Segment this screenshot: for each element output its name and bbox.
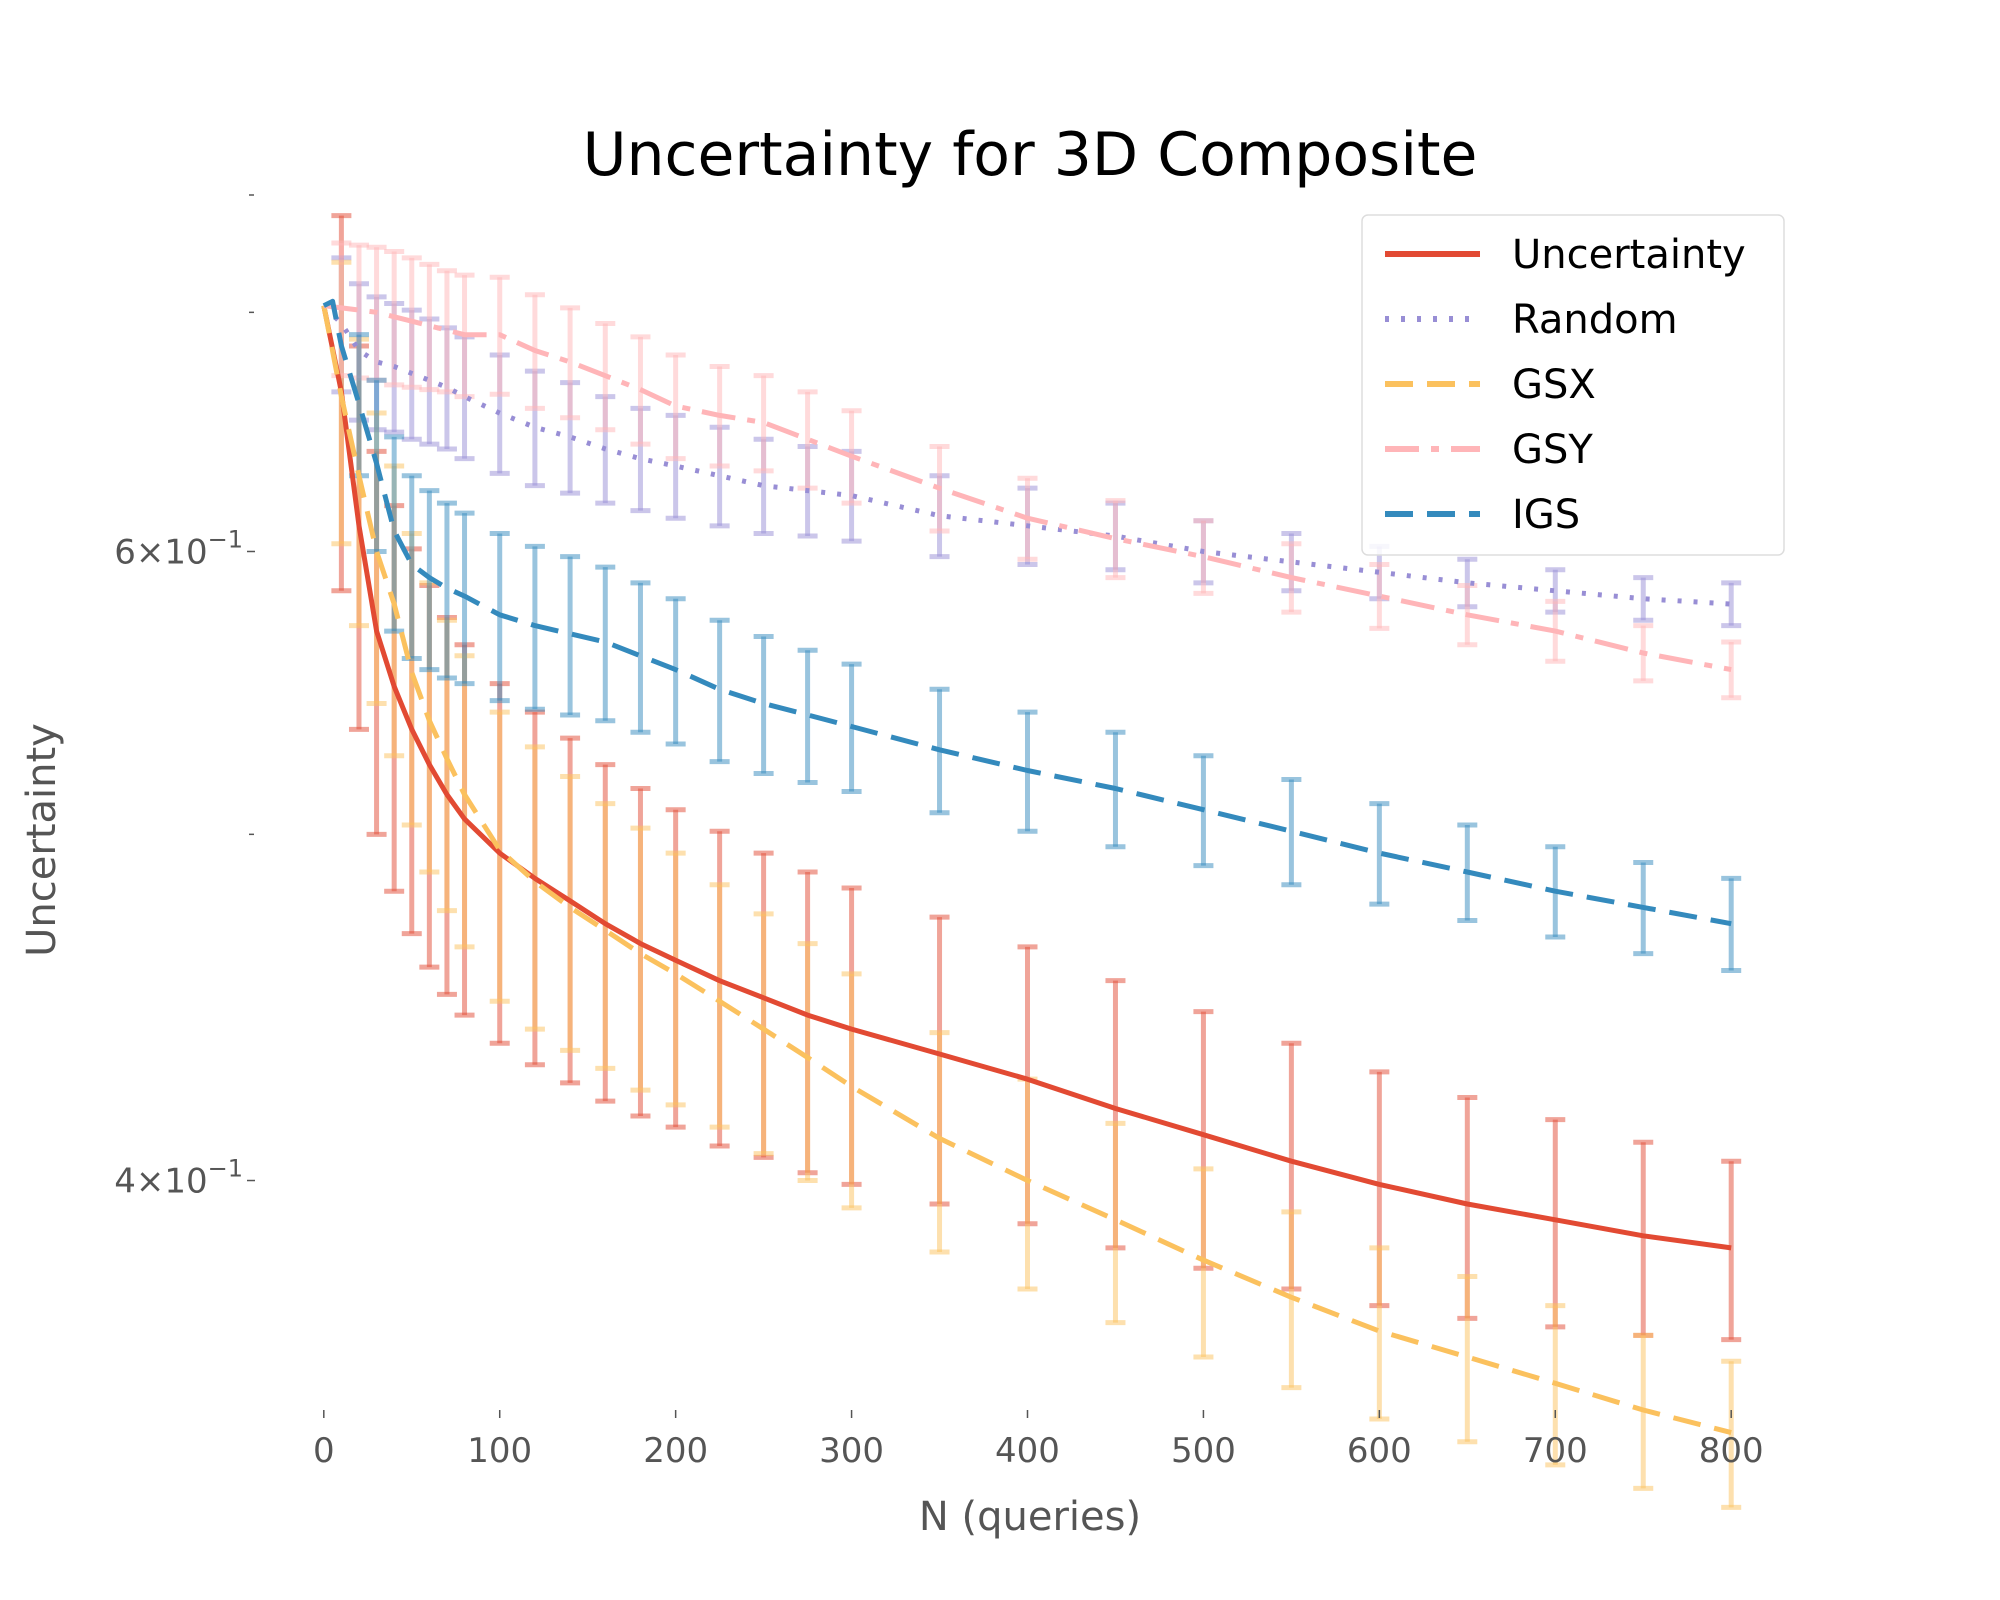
chart-title: Uncertainty for 3D Composite <box>583 120 1478 190</box>
series-line-gsy <box>323 303 1732 673</box>
x-tick-label: 600 <box>1347 1431 1412 1471</box>
x-axis: 0 100 200 300 400 500 600 700 800 <box>313 1410 1764 1471</box>
series-line-igs <box>322 298 1732 927</box>
legend-label: Random <box>1512 297 1678 343</box>
x-tick-label: 400 <box>995 1431 1060 1471</box>
legend-label: Uncertainty <box>1512 232 1746 278</box>
x-tick-label: 0 <box>313 1431 335 1471</box>
series-lines <box>321 298 1732 1436</box>
series-line-gsx <box>321 305 1732 1436</box>
y-tick-exponent: −1 <box>208 1155 243 1183</box>
legend-box <box>1361 214 1785 556</box>
x-axis-label: N (queries) <box>919 1494 1141 1540</box>
legend-label: GSY <box>1512 427 1593 473</box>
y-axis: 4×10−16×10−1 <box>114 194 255 1202</box>
x-tick-label: 800 <box>1699 1431 1764 1471</box>
series-line-uncertainty <box>321 305 1732 1251</box>
x-tick-label: 500 <box>1171 1431 1236 1471</box>
y-axis-label: Uncertainty <box>19 723 65 957</box>
x-tick-label: 300 <box>819 1431 884 1471</box>
x-tick-label: 200 <box>643 1431 708 1471</box>
legend-label: GSX <box>1512 362 1596 408</box>
legend-label: IGS <box>1512 492 1580 538</box>
y-tick-base: 4×10 <box>114 1162 207 1202</box>
y-tick-exponent: −1 <box>208 525 243 553</box>
y-tick-label: 6×10−1 <box>114 525 243 572</box>
legend: Uncertainty Random GSX GSY IGS <box>1361 214 1785 556</box>
x-tick-label: 100 <box>467 1431 532 1471</box>
y-tick-label: 4×10−1 <box>114 1155 243 1202</box>
x-tick-label: 700 <box>1523 1431 1588 1471</box>
y-tick-base: 6×10 <box>114 532 207 572</box>
